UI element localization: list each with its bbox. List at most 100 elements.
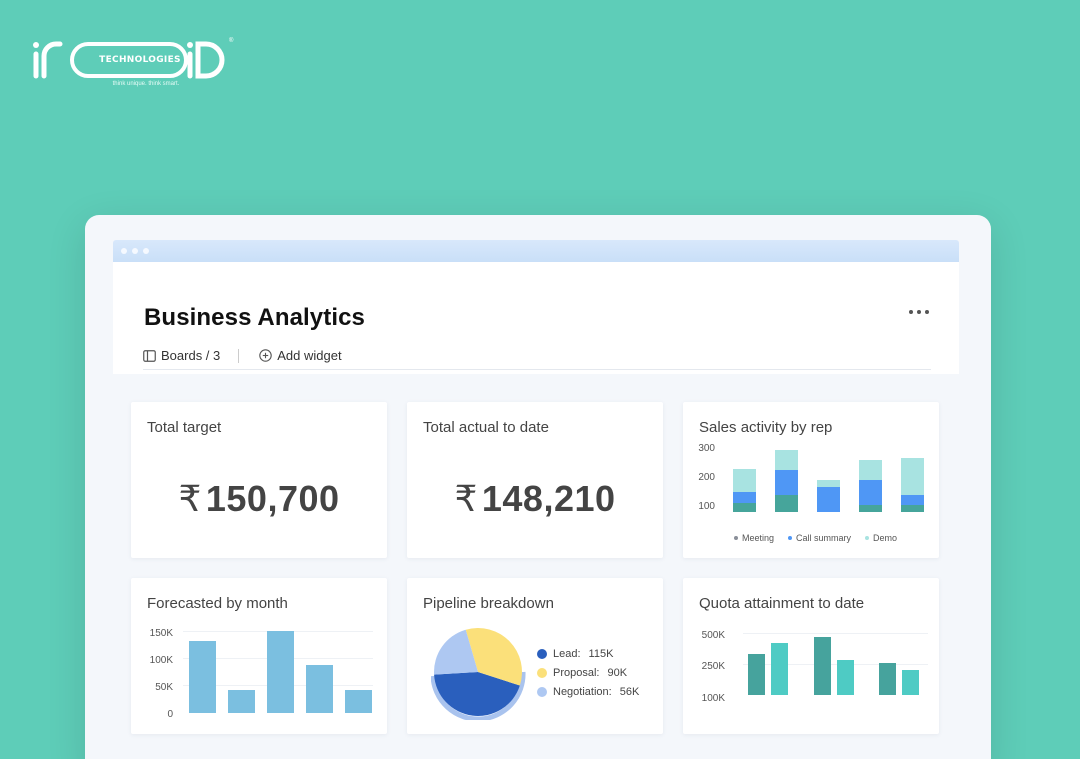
header-divider bbox=[143, 369, 931, 370]
toolbar-divider bbox=[238, 348, 240, 363]
chart-bar bbox=[306, 665, 333, 713]
legend-item-proposal: Proposal: 90K bbox=[537, 666, 639, 679]
chart-legend: Meeting Call summary Demo bbox=[734, 533, 897, 543]
chart-bar bbox=[859, 459, 882, 481]
chart-bar bbox=[837, 660, 854, 695]
window-maximize-dot[interactable] bbox=[143, 248, 149, 254]
more-dot-icon bbox=[917, 310, 921, 314]
gridline bbox=[743, 633, 928, 634]
window-close-dot[interactable] bbox=[121, 248, 127, 254]
chart-bar bbox=[814, 636, 831, 695]
chart-bar bbox=[267, 630, 294, 713]
chart-bar bbox=[901, 458, 924, 495]
chart-bar bbox=[345, 689, 372, 713]
card-title: Total actual to date bbox=[423, 419, 549, 436]
sales-activity-card[interactable]: Sales activity by rep 300 200 100 Meetin… bbox=[683, 402, 939, 558]
legend-value: 56K bbox=[619, 685, 640, 698]
chart-bar bbox=[817, 487, 840, 512]
y-tick: 150K bbox=[149, 628, 173, 639]
logo-subtitle: TECHNOLOGIES bbox=[99, 55, 181, 65]
more-options-button[interactable] bbox=[909, 310, 929, 314]
y-tick: 100K bbox=[701, 693, 725, 704]
chart-bar bbox=[733, 491, 756, 504]
card-title: Forecasted by month bbox=[147, 595, 288, 612]
chart-bar bbox=[859, 480, 882, 505]
chart-bar bbox=[901, 494, 924, 505]
y-tick: 500K bbox=[701, 630, 725, 641]
chart-bar bbox=[902, 670, 919, 695]
chart-bar bbox=[775, 449, 798, 470]
legend-label: Proposal: bbox=[553, 666, 600, 679]
card-title: Pipeline breakdown bbox=[423, 595, 554, 612]
chart-bar bbox=[189, 641, 216, 713]
legend-value: 90K bbox=[607, 666, 628, 679]
legend-item-negotiation: Negotiation: 56K bbox=[537, 685, 640, 698]
pie-slice-negotiation bbox=[434, 629, 478, 675]
app-window: Business Analytics Boards / 3 bbox=[85, 215, 991, 759]
pie-slice-lead bbox=[434, 672, 520, 716]
legend-item-meeting: Meeting bbox=[734, 533, 774, 543]
chart-bar bbox=[775, 469, 798, 495]
chart-bar bbox=[859, 504, 882, 512]
logo-tagline: think unique. think smart. bbox=[112, 81, 180, 87]
browser-title-bar bbox=[113, 240, 959, 262]
chart-bar bbox=[901, 504, 924, 512]
chart-bar bbox=[775, 494, 798, 512]
chart-bar bbox=[879, 662, 896, 695]
y-tick: 0 bbox=[167, 709, 173, 720]
card-title: Sales activity by rep bbox=[699, 419, 833, 436]
pipeline-card[interactable]: Pipeline breakdown Lead: 115K Proposal: … bbox=[407, 578, 663, 734]
chart-bar bbox=[771, 642, 788, 695]
forecast-card[interactable]: Forecasted by month 150K 100K 50K 0 bbox=[131, 578, 387, 734]
y-tick: 100 bbox=[698, 501, 715, 512]
chart-bar bbox=[733, 503, 756, 512]
forecast-chart: 150K 100K 50K 0 bbox=[131, 578, 387, 734]
add-widget-button[interactable]: Add widget bbox=[259, 348, 342, 363]
legend-item-demo: Demo bbox=[865, 533, 897, 543]
legend-label: Demo bbox=[873, 533, 898, 543]
legend-item-call-summary: Call summary bbox=[788, 533, 851, 543]
y-tick: 300 bbox=[698, 443, 715, 454]
add-widget-label: Add widget bbox=[277, 348, 342, 363]
rupee-icon: ₹ bbox=[178, 478, 202, 519]
logo-mark-icon bbox=[33, 41, 225, 79]
page-title: Business Analytics bbox=[144, 304, 365, 331]
legend-label: Call summary bbox=[796, 533, 852, 543]
card-title: Quota attainment to date bbox=[699, 595, 865, 612]
legend-value: 115K bbox=[588, 647, 614, 660]
quota-card[interactable]: Quota attainment to date 500K 250K 100K bbox=[683, 578, 939, 734]
total-target-card[interactable]: Total target ₹150,700 bbox=[131, 402, 387, 558]
total-actual-card[interactable]: Total actual to date ₹148,210 bbox=[407, 402, 663, 558]
y-tick: 200 bbox=[698, 472, 715, 483]
boards-button[interactable]: Boards / 3 bbox=[143, 348, 220, 363]
boards-icon bbox=[143, 349, 156, 362]
legend-item-lead: Lead: 115K bbox=[537, 647, 639, 660]
pipeline-pie-chart bbox=[431, 628, 526, 720]
pie-shadow bbox=[431, 671, 526, 720]
window-minimize-dot[interactable] bbox=[132, 248, 138, 254]
quota-chart: 500K 250K 100K bbox=[683, 578, 939, 734]
dashboard-toolbar: Boards / 3 Add widget bbox=[143, 348, 342, 363]
value-text: 148,210 bbox=[481, 478, 616, 519]
rupee-icon: ₹ bbox=[454, 478, 478, 519]
more-dot-icon bbox=[909, 310, 913, 314]
plus-circle-icon bbox=[259, 349, 273, 362]
sales-activity-chart: 300 200 100 Meeting Call summary Demo bbox=[683, 402, 939, 558]
chart-bar bbox=[748, 654, 765, 695]
pie-slice-proposal bbox=[465, 628, 522, 686]
chart-bar bbox=[817, 480, 840, 488]
y-tick: 100K bbox=[149, 655, 173, 666]
total-target-value: ₹150,700 bbox=[131, 478, 387, 520]
more-dot-icon bbox=[925, 310, 929, 314]
brand-logo: TECHNOLOGIES think unique. think smart. … bbox=[30, 38, 240, 90]
value-text: 150,700 bbox=[205, 478, 340, 519]
total-actual-value: ₹148,210 bbox=[407, 478, 663, 520]
gridline bbox=[743, 664, 928, 665]
chart-bar bbox=[228, 689, 255, 713]
y-tick: 50K bbox=[155, 682, 173, 693]
chart-bar bbox=[733, 468, 756, 492]
registered-mark: ® bbox=[229, 38, 234, 44]
legend-label: Negotiation: bbox=[553, 685, 612, 698]
boards-label: Boards / 3 bbox=[161, 348, 221, 363]
legend-label: Meeting bbox=[742, 533, 775, 543]
